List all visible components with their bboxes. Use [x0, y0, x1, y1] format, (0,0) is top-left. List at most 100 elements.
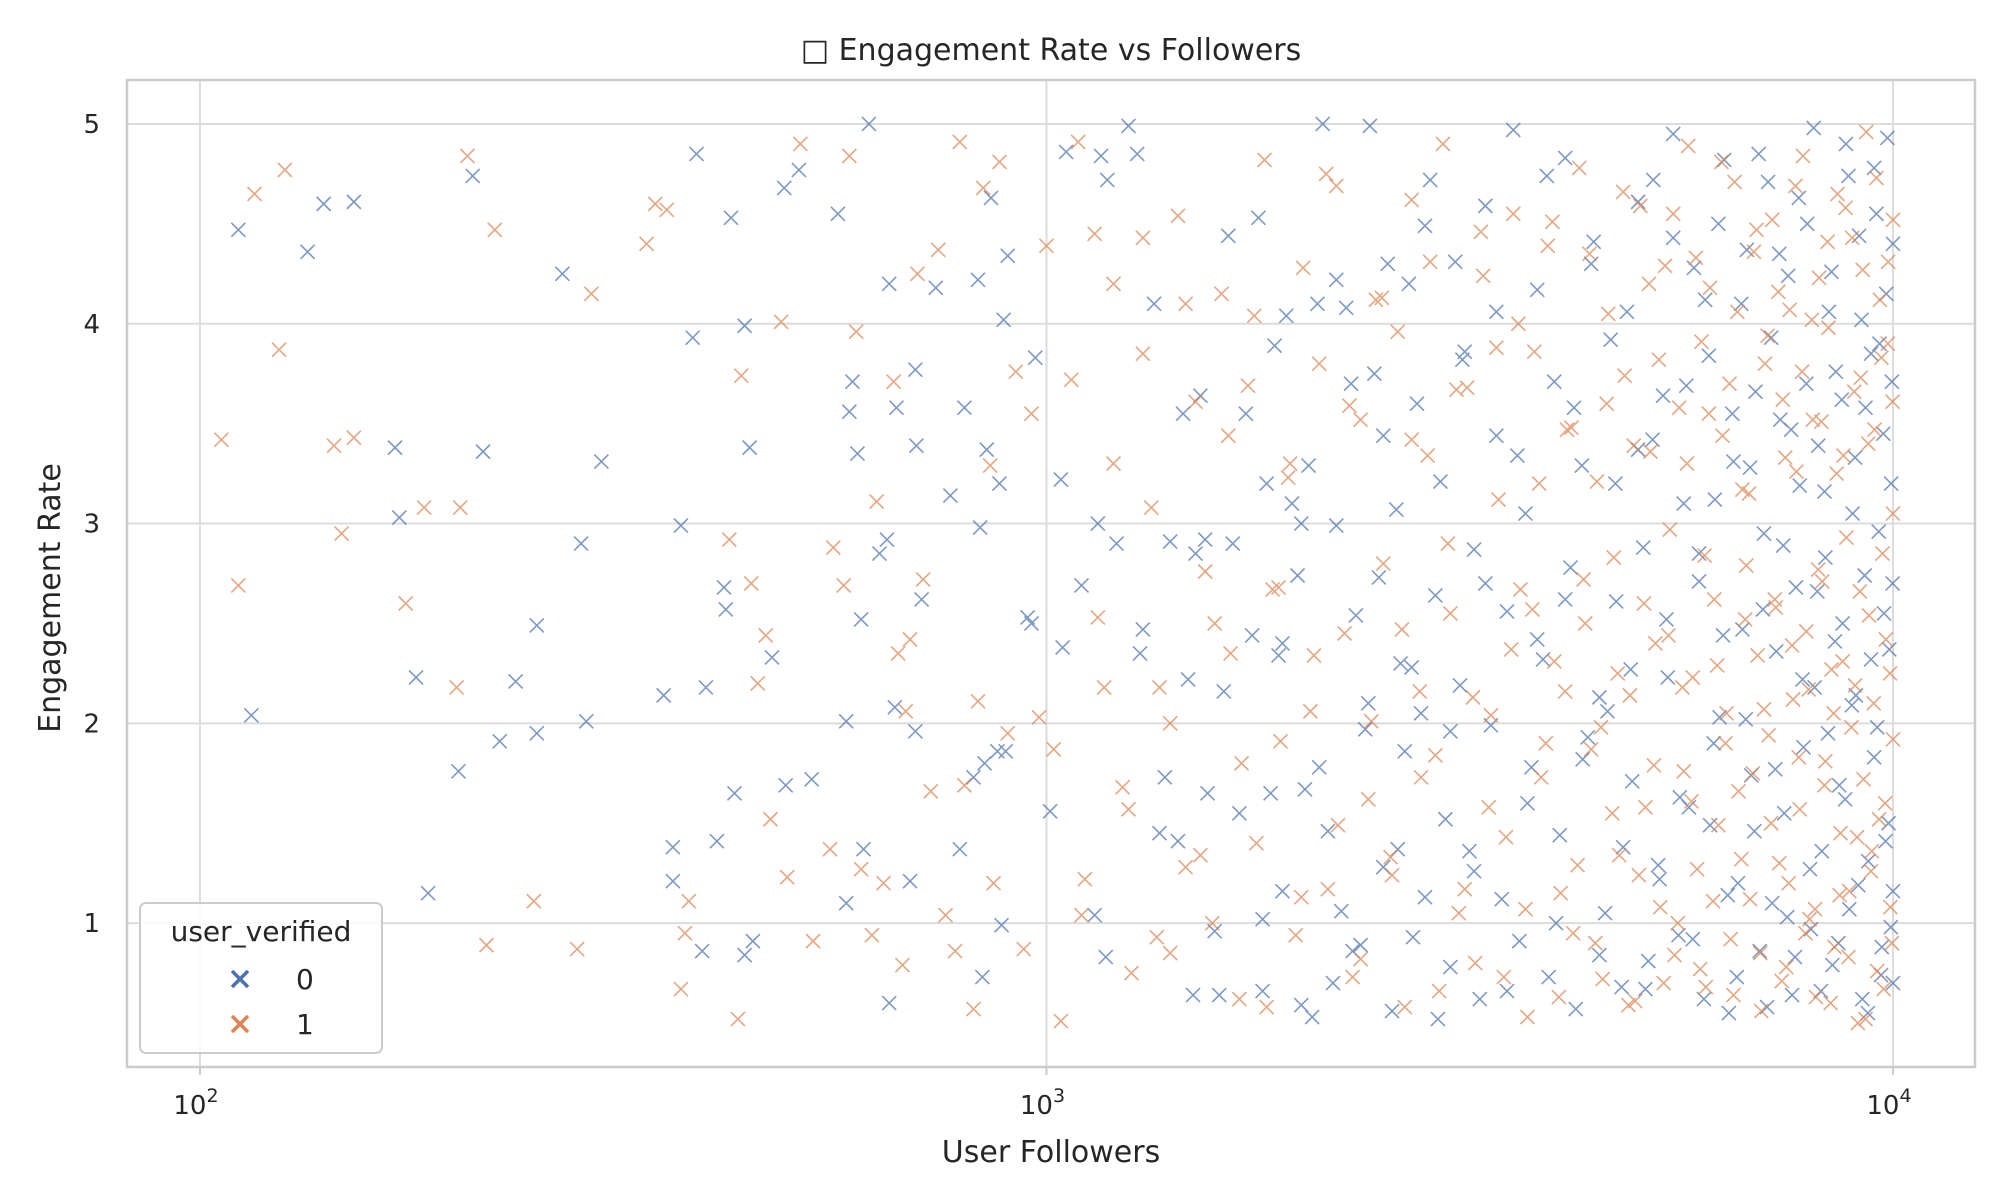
- data-point: [1457, 881, 1473, 897]
- data-point: [1622, 687, 1638, 703]
- data-point: [1467, 955, 1483, 971]
- data-point: [975, 180, 991, 196]
- data-point: [1734, 621, 1750, 638]
- data-point: [1753, 1003, 1769, 1019]
- data-point: [1178, 859, 1194, 875]
- data-point: [346, 430, 362, 446]
- data-point: [1197, 563, 1213, 580]
- data-point: [1023, 615, 1040, 632]
- data-point: [1814, 843, 1830, 859]
- data-point: [1246, 308, 1262, 324]
- data-point: [1087, 907, 1103, 923]
- data-point: [1488, 304, 1504, 320]
- data-point: [1885, 505, 1901, 522]
- data-point: [1741, 486, 1757, 502]
- data-point: [1401, 276, 1417, 292]
- chart-title: □ Engagement Rate vs Followers: [801, 33, 1302, 68]
- data-point: [1670, 927, 1687, 943]
- data-point: [1540, 238, 1556, 254]
- data-point: [1849, 829, 1865, 845]
- data-point: [1787, 949, 1803, 965]
- data-point: [1792, 478, 1808, 494]
- data-point: [1644, 432, 1661, 448]
- data-point: [1099, 172, 1115, 188]
- data-point: [1819, 234, 1836, 250]
- data-point: [902, 631, 918, 647]
- data-point: [1135, 621, 1151, 638]
- data-point: [508, 673, 524, 689]
- data-point: [1185, 987, 1201, 1003]
- series-0: [230, 116, 1901, 1027]
- data-point: [1824, 957, 1840, 973]
- data-point: [1751, 146, 1767, 162]
- data-point: [1817, 753, 1833, 769]
- data-point: [681, 893, 697, 909]
- data-point: [1679, 456, 1695, 472]
- data-point: [1685, 931, 1701, 947]
- data-point: [1073, 577, 1090, 594]
- data-point: [1771, 855, 1787, 871]
- data-point: [1151, 679, 1168, 695]
- data-point: [1632, 198, 1648, 214]
- data-point: [1442, 959, 1458, 975]
- data-point: [1288, 927, 1304, 943]
- data-point: [1821, 304, 1837, 320]
- data-point: [1404, 192, 1420, 208]
- data-point: [1404, 659, 1420, 675]
- data-point: [1811, 270, 1827, 286]
- data-point: [1404, 432, 1420, 448]
- data-point: [1770, 284, 1786, 300]
- data-point: [1631, 867, 1647, 883]
- data-point: [1805, 412, 1821, 428]
- data-point: [1807, 901, 1823, 917]
- series-1: [213, 124, 1901, 1031]
- data-point: [1885, 394, 1901, 410]
- data-point: [1725, 987, 1742, 1003]
- data-point: [1320, 823, 1336, 839]
- data-point: [1328, 178, 1344, 194]
- data-point: [1820, 320, 1836, 336]
- data-point: [1678, 378, 1694, 394]
- data-point: [1701, 348, 1717, 364]
- data-point: [1505, 206, 1521, 222]
- data-point: [993, 917, 1010, 933]
- data-point: [1881, 641, 1897, 657]
- data-point: [716, 579, 732, 596]
- data-point: [1409, 396, 1425, 412]
- data-point: [745, 933, 761, 949]
- data-point: [1175, 406, 1191, 422]
- data-point: [1559, 422, 1575, 438]
- data-point: [1745, 765, 1761, 781]
- data-point: [1557, 591, 1573, 608]
- data-point: [1259, 999, 1275, 1015]
- data-point: [1302, 703, 1318, 719]
- data-point: [1806, 120, 1822, 136]
- data-point: [1733, 296, 1749, 312]
- data-point: [1135, 230, 1151, 246]
- data-point: [1623, 661, 1639, 677]
- data-point: [1254, 983, 1271, 999]
- data-point: [1637, 799, 1653, 815]
- data-point: [1792, 801, 1808, 817]
- data-point: [1884, 935, 1900, 951]
- data-point: [213, 432, 229, 448]
- data-point: [1826, 939, 1843, 955]
- data-point: [1791, 190, 1807, 206]
- data-point: [1721, 376, 1738, 392]
- data-point: [1557, 150, 1573, 166]
- data-point: [1742, 460, 1758, 476]
- data-point: [1794, 364, 1810, 380]
- data-point: [1440, 535, 1456, 552]
- data-point: [1828, 364, 1844, 380]
- data-point: [871, 545, 888, 562]
- data-point: [1861, 607, 1877, 624]
- data-point: [1451, 905, 1467, 921]
- data-point: [1031, 709, 1047, 725]
- data-point: [1597, 905, 1613, 921]
- data-point: [1170, 208, 1186, 224]
- data-point: [1840, 168, 1857, 184]
- data-point: [1835, 448, 1852, 464]
- data-point: [1442, 723, 1458, 739]
- data-point: [1483, 707, 1499, 723]
- data-point: [1693, 334, 1710, 350]
